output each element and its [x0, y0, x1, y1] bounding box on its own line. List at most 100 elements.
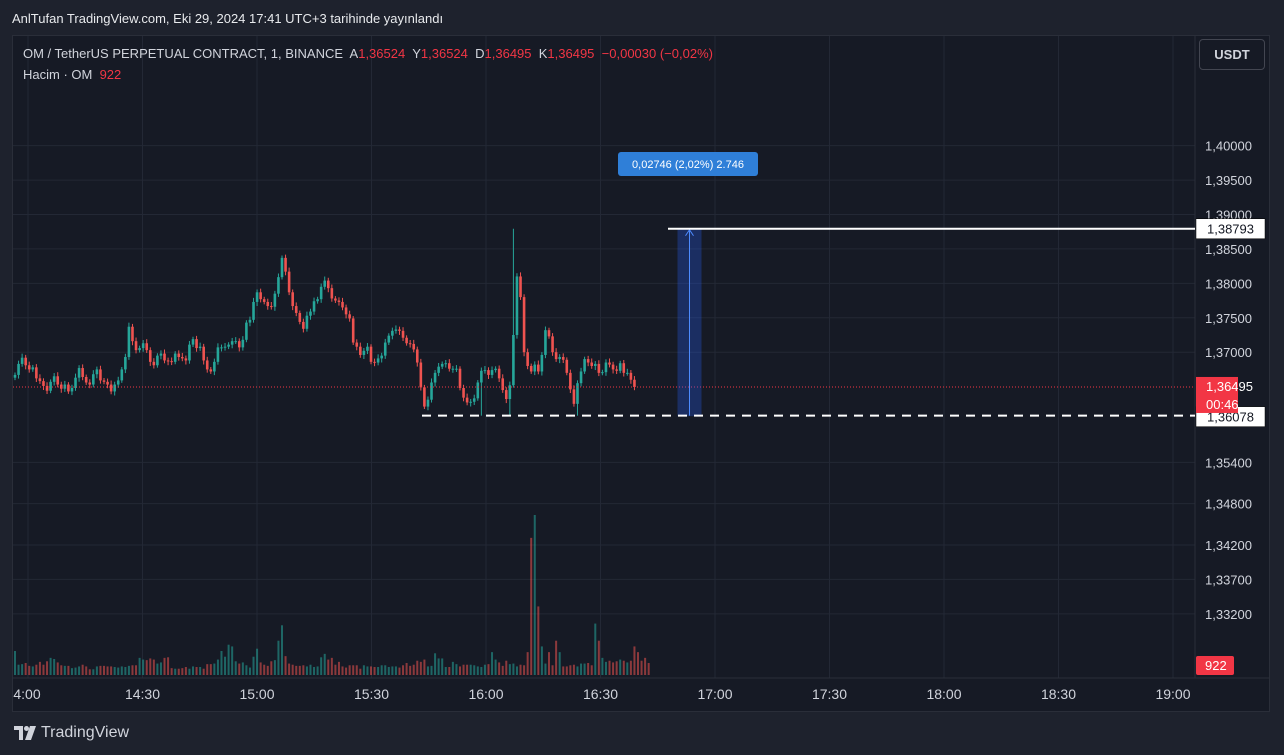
volume-label[interactable]: Hacim · OM — [23, 67, 93, 82]
price-tick-label: 1,33200 — [1205, 607, 1252, 622]
volume-bar — [273, 660, 276, 675]
candle-body — [230, 341, 234, 345]
time-tick-label: 4:00 — [13, 686, 40, 702]
candle-body — [512, 334, 515, 386]
volume-bar — [491, 652, 494, 675]
volume-bar — [366, 666, 369, 675]
time-tick-label: 18:30 — [1041, 686, 1076, 702]
countdown-label: 00:46 — [1206, 397, 1239, 412]
candle-body — [483, 370, 487, 372]
price-range-measure[interactable]: 0,02746 (2,02%) 2.746 — [618, 152, 758, 417]
volume-bar — [174, 668, 177, 675]
volume-bar — [216, 659, 219, 675]
candle-body — [551, 336, 554, 353]
volume-bar — [227, 644, 230, 675]
volume-bar — [644, 657, 647, 675]
open-value: 1,36524 — [358, 46, 406, 61]
volume-bar — [152, 659, 155, 675]
candle-body — [337, 300, 341, 302]
candle-body — [472, 398, 476, 402]
volume-bar — [74, 667, 77, 675]
candle-body — [583, 359, 586, 372]
candle-body — [494, 368, 497, 371]
candle-body — [262, 299, 266, 302]
volume-bar — [188, 668, 191, 675]
currency-button[interactable]: USDT — [1199, 39, 1265, 70]
candle-body — [99, 369, 102, 381]
candle-body — [88, 382, 92, 385]
candle-body — [515, 276, 519, 335]
candle-body — [319, 286, 323, 300]
volume-bar — [124, 667, 127, 675]
candle-body — [611, 364, 615, 370]
volume-bar — [177, 668, 180, 675]
volume-bar — [284, 656, 287, 675]
volume-bar — [352, 665, 355, 675]
volume-bar — [622, 660, 625, 675]
volume-bar — [220, 651, 223, 675]
candle-body — [590, 362, 594, 366]
candle-body — [569, 372, 572, 390]
candle-body — [141, 343, 145, 349]
candle-body — [181, 357, 184, 359]
measure-label-box — [618, 152, 758, 176]
candle-body — [448, 363, 451, 369]
volume-bar — [637, 652, 639, 675]
volume-bar — [170, 668, 173, 675]
candle-body — [241, 339, 245, 348]
volume-bar — [348, 665, 351, 675]
candle-body — [280, 257, 284, 278]
volume-bar — [316, 666, 319, 675]
volume-bar — [370, 666, 372, 675]
volume-bar — [330, 657, 333, 675]
volume-value: 922 — [99, 67, 122, 82]
volume-bar — [241, 662, 244, 675]
volume-bar — [202, 668, 205, 675]
measure-label: 0,02746 (2,02%) 2.746 — [632, 159, 744, 171]
volume-bar — [629, 660, 632, 675]
candle-body — [237, 341, 241, 348]
price-tick-label: 1,35400 — [1205, 455, 1252, 470]
candle-body — [266, 301, 270, 307]
legend-ohlc: OM / TetherUS PERPETUAL CONTRACT, 1, BIN… — [23, 46, 713, 61]
candle-body — [74, 377, 77, 388]
candle-body — [148, 350, 152, 362]
candle-body — [102, 380, 106, 382]
volume-bar — [224, 656, 227, 675]
candle-body — [305, 315, 309, 329]
candle-body — [533, 364, 537, 372]
volume-bar — [42, 664, 45, 675]
volume-bar — [149, 658, 152, 675]
volume-bar — [601, 657, 604, 675]
symbol-title[interactable]: OM / TetherUS PERPETUAL CONTRACT, 1, BIN… — [23, 46, 344, 61]
volume-bar — [127, 665, 130, 675]
candle-body — [633, 379, 636, 387]
volume-bar — [231, 646, 234, 675]
volume-bar — [24, 663, 27, 675]
tradingview-logo[interactable]: TradingView — [14, 724, 129, 742]
time-axis[interactable]: 4:00 14:30 15:00 15:30 16:00 16:30 17:00 17:30 1… — [13, 686, 1190, 702]
volume-badge — [1196, 656, 1234, 675]
candle-body — [106, 381, 109, 385]
candle-body — [284, 257, 287, 272]
candle-body — [216, 347, 220, 362]
last-price-badge-label: 1,36495 — [1206, 379, 1253, 394]
candle-body — [458, 368, 462, 388]
candle-body — [330, 288, 334, 299]
candle-body — [92, 374, 95, 385]
volume-bar — [608, 660, 611, 675]
candle-body — [412, 343, 416, 350]
candle-body — [376, 358, 380, 363]
volume-bar — [163, 657, 166, 675]
volume-bar — [38, 661, 41, 675]
low-label: D — [475, 46, 485, 61]
candle-body — [234, 341, 238, 343]
volume-bar — [199, 667, 202, 675]
candle-body — [13, 374, 17, 378]
candle-body — [444, 363, 448, 365]
volume-bar — [78, 666, 81, 675]
last-price-badge — [1196, 376, 1238, 413]
candle-body — [618, 363, 622, 371]
candle-body — [49, 381, 52, 391]
